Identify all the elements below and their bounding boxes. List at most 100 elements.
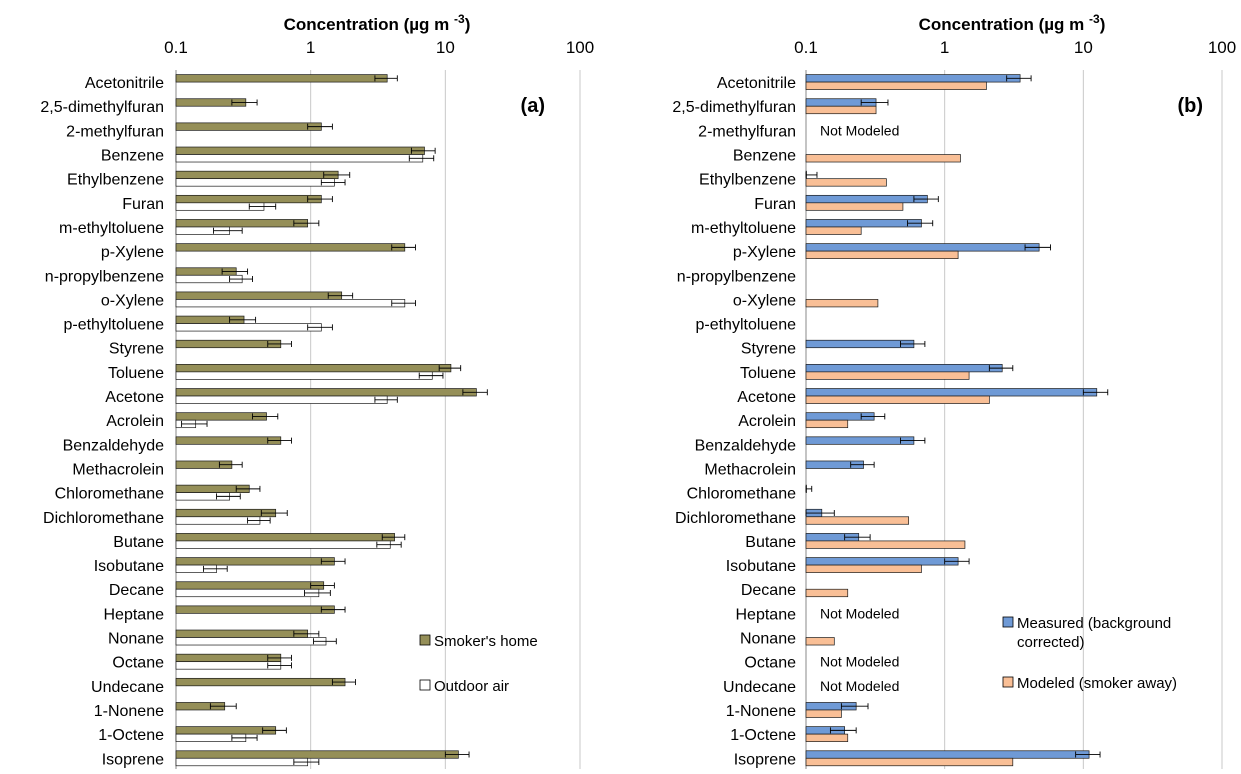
error-bar-a-smoker-s-home-benzene <box>410 147 436 154</box>
bar-b-modeled-smoker-away-m-ethyltoluene <box>805 226 862 235</box>
bar-b-modeled-smoker-away-acetonitrile <box>805 81 987 90</box>
bar-a-smoker-s-home-undecane <box>175 677 346 687</box>
error-bar-a-smoker-s-home-acetone <box>462 389 488 396</box>
category-label-a-butane: Butane <box>113 534 164 551</box>
error-bar-a-smoker-s-home-toluene <box>438 365 462 372</box>
category-label-b-1-nonene: 1-Nonene <box>726 703 796 720</box>
category-label-b-p-xylene: p-Xylene <box>733 244 796 261</box>
category-label-a-undecane: Undecane <box>91 679 164 696</box>
bar-a-smoker-s-home-1-octene <box>175 726 277 735</box>
category-label-b-styrene: Styrene <box>741 341 796 358</box>
category-label-b-isoprene: Isoprene <box>734 751 796 768</box>
bar-b-measured-background-corrected-styrene <box>805 339 915 349</box>
annotation-not-modeled-undecane: Not Modeled <box>820 678 899 694</box>
bar-a-smoker-s-home-heptane <box>175 605 335 614</box>
category-label-a-isoprene: Isoprene <box>102 751 164 768</box>
category-label-b-2-methylfuran: 2-methylfuran <box>698 123 796 140</box>
error-bar-a-smoker-s-home-dichloromethane <box>260 510 288 517</box>
bar-b-measured-background-corrected-isobutane <box>805 557 959 566</box>
category-label-b-acrolein: Acrolein <box>738 413 796 430</box>
error-bar-a-smoker-s-home-acrolein <box>252 413 279 420</box>
bar-b-measured-background-corrected-isoprene <box>805 750 1090 759</box>
error-bar-a-outdoor-air-nonane <box>313 638 337 645</box>
category-label-a-toluene: Toluene <box>108 365 164 382</box>
error-bar-a-smoker-s-home-benzaldehyde <box>267 437 292 444</box>
bar-a-outdoor-air-ethylbenzene <box>175 178 335 187</box>
panel-a-xlabel-text: Concentration (µg m <box>284 15 450 34</box>
legend-swatch-modeled <box>1002 676 1014 688</box>
error-bar-a-smoker-s-home-nonane <box>293 630 320 637</box>
category-label-b-ethylbenzene: Ethylbenzene <box>699 172 796 189</box>
bar-b-modeled-smoker-away-benzene <box>805 154 961 163</box>
error-bar-a-smoker-s-home-p-ethyltoluene <box>229 316 257 323</box>
category-label-a-n-propylbenzene: n-propylbenzene <box>45 268 164 285</box>
bar-b-measured-background-corrected-acetone <box>805 388 1098 397</box>
error-bar-a-smoker-s-home-isobutane <box>320 558 346 565</box>
x-tick-label-a-10: 10 <box>436 38 455 57</box>
error-bar-b-measured-background-corrected-methacrolein <box>850 461 875 468</box>
category-label-b-octane: Octane <box>744 655 796 672</box>
category-label-a-p-ethyltoluene: p-ethyltoluene <box>63 317 164 334</box>
bar-a-smoker-s-home-2-methylfuran <box>175 122 322 131</box>
category-label-a-nonane: Nonane <box>108 631 164 648</box>
annotation-not-modeled-2-methylfuran: Not Modeled <box>820 122 899 138</box>
error-bar-b-measured-background-corrected-2-5-dimethylfuran <box>860 99 889 106</box>
legend-label-modeled: Modeled (smoker away) <box>1017 675 1177 692</box>
bar-a-outdoor-air-octane <box>175 661 282 670</box>
x-tick-label-b-100: 100 <box>1208 38 1236 57</box>
category-label-b-acetone: Acetone <box>737 389 796 406</box>
category-label-a-furan: Furan <box>122 196 164 213</box>
error-bar-b-measured-background-corrected-styrene <box>900 340 926 347</box>
xlabel-tail: ) <box>465 15 471 34</box>
error-bar-b-measured-background-corrected-furan <box>913 196 939 203</box>
x-tick-label-a-100: 100 <box>566 38 594 57</box>
panel-b-label: (b) <box>1177 95 1203 117</box>
bar-b-modeled-smoker-away-p-xylene <box>805 250 959 259</box>
legend-swatch-smokers-home <box>419 634 431 646</box>
bar-a-smoker-s-home-o-xylene <box>175 291 343 300</box>
bar-a-smoker-s-home-nonane <box>175 629 309 638</box>
bar-a-outdoor-air-benzene <box>175 154 424 163</box>
error-bar-a-outdoor-air-acetone <box>374 396 398 403</box>
error-bar-b-measured-background-corrected-acetone <box>1082 389 1109 396</box>
bar-a-smoker-s-home-benzaldehyde <box>175 436 282 445</box>
bar-b-modeled-smoker-away-toluene <box>805 371 970 380</box>
error-bar-a-smoker-s-home-methacrolein <box>218 461 243 468</box>
category-label-a-chloromethane: Chloromethane <box>55 486 165 503</box>
error-bar-a-smoker-s-home-1-nonene <box>209 703 237 710</box>
bar-b-modeled-smoker-away-o-xylene <box>805 299 879 308</box>
error-bar-b-measured-background-corrected-1-nonene <box>840 703 869 710</box>
error-bar-b-measured-background-corrected-p-xylene <box>1024 244 1051 251</box>
annotation-not-modeled-heptane: Not Modeled <box>820 605 899 621</box>
error-bar-b-measured-background-corrected-benzaldehyde <box>900 437 926 444</box>
error-bar-a-outdoor-air-isoprene <box>293 759 320 766</box>
bar-a-smoker-s-home-ethylbenzene <box>175 170 339 180</box>
error-bar-a-outdoor-air-o-xylene <box>391 300 416 307</box>
error-bar-a-smoker-s-home-2-5-dimethylfuran <box>231 99 258 106</box>
error-bar-a-smoker-s-home-octane <box>267 654 292 661</box>
category-label-b-chloromethane: Chloromethane <box>687 486 797 503</box>
error-bar-b-measured-background-corrected-isobutane <box>944 558 970 565</box>
error-bar-a-outdoor-air-p-ethyltoluene <box>307 324 333 331</box>
bar-a-smoker-s-home-toluene <box>175 364 452 373</box>
error-bar-a-smoker-s-home-decane <box>310 582 335 589</box>
bar-b-modeled-smoker-away-furan <box>805 202 904 211</box>
bar-a-smoker-s-home-isoprene <box>175 750 459 759</box>
error-bar-a-outdoor-air-benzene <box>408 155 435 162</box>
category-label-a-isobutane: Isobutane <box>94 558 164 575</box>
bar-b-measured-background-corrected-benzaldehyde <box>805 436 915 445</box>
category-label-b-benzaldehyde: Benzaldehyde <box>695 437 797 454</box>
x-tick-label-a-1: 1 <box>306 38 315 57</box>
bar-a-smoker-s-home-furan <box>175 194 322 204</box>
category-label-a-1-octene: 1-Octene <box>98 727 164 744</box>
panel-a-plot: 0.1 1 10 100 Acetonitrile 2,5-dimethylfuran 2-… <box>40 38 594 771</box>
panel-a-label: (a) <box>521 95 545 117</box>
legend-label-smokers-home: Smoker's home <box>434 633 538 650</box>
annotation-not-modeled-octane: Not Modeled <box>820 654 899 670</box>
error-bar-a-outdoor-air-furan <box>248 203 277 210</box>
panel-b-legend: Measured (background corrected) Modeled … <box>1002 615 1177 692</box>
bar-b-measured-background-corrected-acetonitrile <box>805 74 1021 83</box>
legend-label-outdoor-air: Outdoor air <box>434 678 509 695</box>
category-label-a-methacrolein: Methacrolein <box>72 461 164 478</box>
error-bar-b-measured-background-corrected-isoprene <box>1075 751 1101 758</box>
